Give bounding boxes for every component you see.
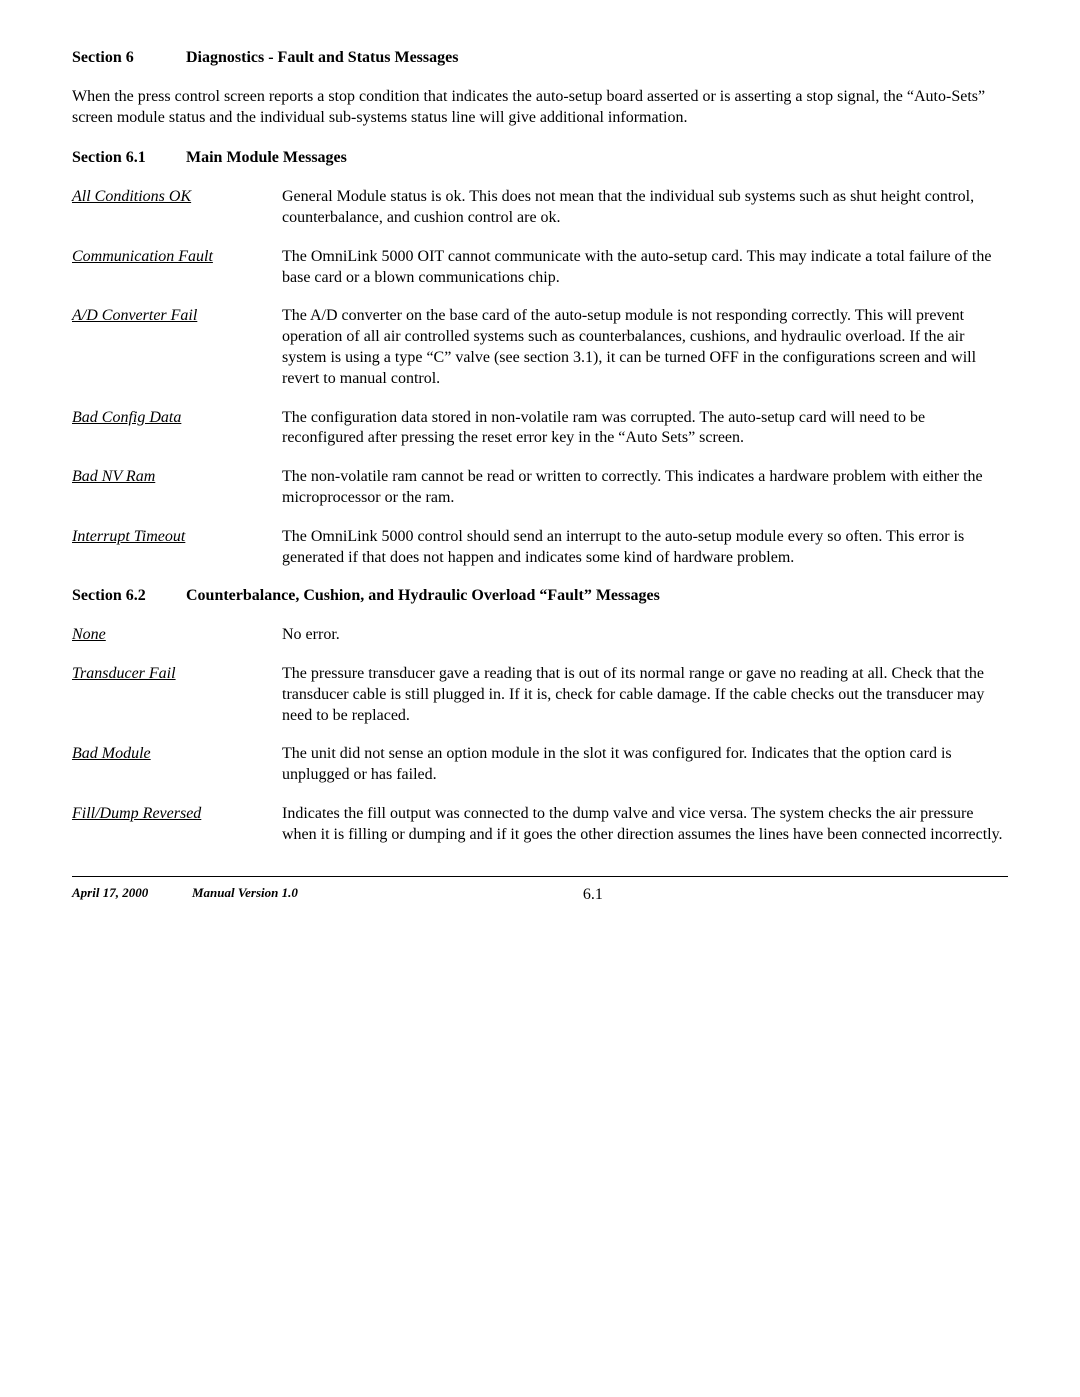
desc-bad-config-data: The configuration data stored in non-vol… — [282, 408, 1008, 450]
subsection-header: Section 6.2 Counterbalance, Cushion, and… — [72, 586, 1008, 607]
footer-date: April 17, 2000 — [72, 885, 192, 906]
term-ad-converter-fail: A/D Converter Fail — [72, 306, 282, 327]
desc-none: No error. — [282, 625, 1008, 646]
footer-page-number: 6.1 — [298, 885, 888, 906]
footer-divider — [72, 876, 1008, 877]
desc-interrupt-timeout: The OmniLink 5000 control should send an… — [282, 527, 1008, 569]
section-number: Section 6 — [72, 48, 182, 69]
term-interrupt-timeout: Interrupt Timeout — [72, 527, 282, 548]
definition-entry: All Conditions OK General Module status … — [72, 187, 1008, 229]
desc-all-conditions-ok: General Module status is ok. This does n… — [282, 187, 1008, 229]
definition-entry: None No error. — [72, 625, 1008, 646]
section-header: Section 6 Diagnostics - Fault and Status… — [72, 48, 1008, 69]
term-communication-fault: Communication Fault — [72, 247, 282, 268]
footer-spacer — [888, 885, 1008, 906]
definition-entry: Fill/Dump Reversed Indicates the fill ou… — [72, 804, 1008, 846]
definition-entry: Interrupt Timeout The OmniLink 5000 cont… — [72, 527, 1008, 569]
definition-entry: Communication Fault The OmniLink 5000 OI… — [72, 247, 1008, 289]
term-bad-nv-ram: Bad NV Ram — [72, 467, 282, 488]
term-all-conditions-ok: All Conditions OK — [72, 187, 282, 208]
intro-paragraph: When the press control screen reports a … — [72, 87, 1008, 129]
desc-fill-dump-reversed: Indicates the fill output was connected … — [282, 804, 1008, 846]
term-transducer-fail: Transducer Fail — [72, 664, 282, 685]
page-footer: April 17, 2000 Manual Version 1.0 6.1 — [72, 885, 1008, 906]
definition-entry: Bad Config Data The configuration data s… — [72, 408, 1008, 450]
footer-version: Manual Version 1.0 — [192, 885, 298, 906]
subsection-number: Section 6.2 — [72, 586, 182, 607]
term-fill-dump-reversed: Fill/Dump Reversed — [72, 804, 282, 825]
definition-entry: Bad Module The unit did not sense an opt… — [72, 744, 1008, 786]
desc-transducer-fail: The pressure transducer gave a reading t… — [282, 664, 1008, 726]
subsection-title: Main Module Messages — [186, 149, 347, 166]
subsection-title: Counterbalance, Cushion, and Hydraulic O… — [186, 587, 660, 604]
term-bad-config-data: Bad Config Data — [72, 408, 282, 429]
term-bad-module: Bad Module — [72, 744, 282, 765]
desc-communication-fault: The OmniLink 5000 OIT cannot communicate… — [282, 247, 1008, 289]
section-title: Diagnostics - Fault and Status Messages — [186, 49, 458, 66]
subsection-number: Section 6.1 — [72, 148, 182, 169]
desc-bad-module: The unit did not sense an option module … — [282, 744, 1008, 786]
term-none: None — [72, 625, 282, 646]
definition-entry: Transducer Fail The pressure transducer … — [72, 664, 1008, 726]
desc-ad-converter-fail: The A/D converter on the base card of th… — [282, 306, 1008, 389]
definition-entry: Bad NV Ram The non-volatile ram cannot b… — [72, 467, 1008, 509]
subsection-header: Section 6.1 Main Module Messages — [72, 148, 1008, 169]
definition-entry: A/D Converter Fail The A/D converter on … — [72, 306, 1008, 389]
desc-bad-nv-ram: The non-volatile ram cannot be read or w… — [282, 467, 1008, 509]
